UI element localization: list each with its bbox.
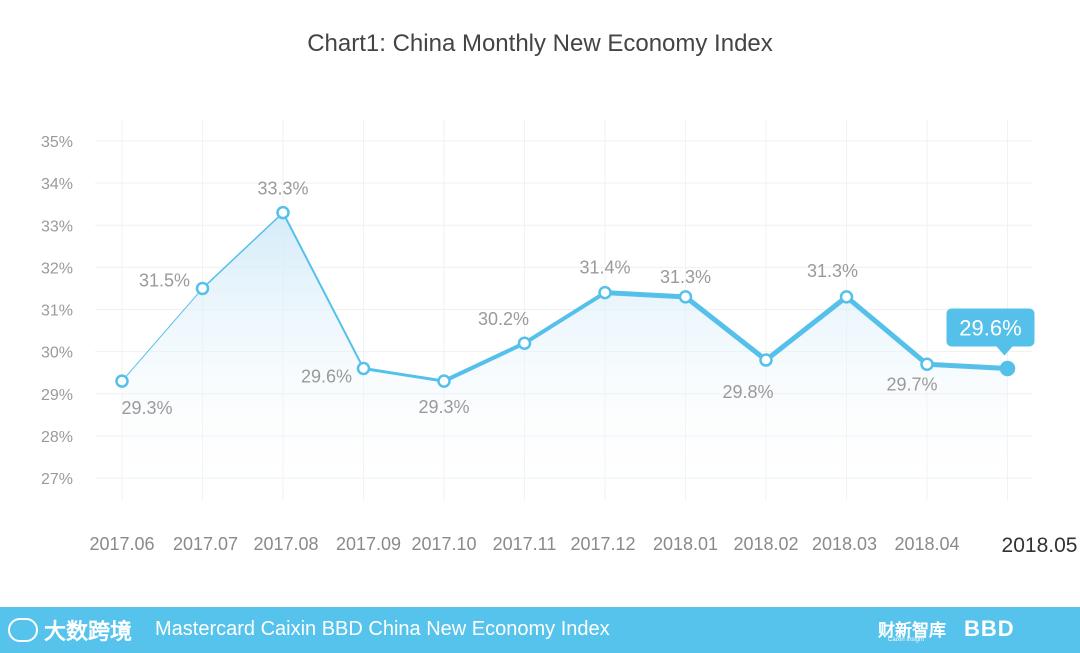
series-line bbox=[121, 211, 1010, 384]
latest-value-callout: 29.6% bbox=[946, 308, 1035, 356]
y-tick-label: 31% bbox=[41, 303, 73, 320]
data-label: 29.7% bbox=[886, 374, 937, 394]
x-tick-label: 2017.07 bbox=[173, 534, 238, 554]
data-point bbox=[999, 360, 1016, 377]
y-tick-label: 35% bbox=[41, 134, 73, 151]
y-tick-label: 33% bbox=[41, 218, 73, 235]
data-point bbox=[839, 290, 854, 304]
x-tick-label: 2018.03 bbox=[812, 534, 877, 554]
series-segment bbox=[683, 294, 769, 363]
x-tick-label: 2018.04 bbox=[894, 534, 959, 554]
data-label: 29.6% bbox=[301, 366, 352, 386]
data-label: 29.8% bbox=[722, 382, 773, 402]
series-segment bbox=[282, 211, 365, 370]
y-tick-label: 27% bbox=[41, 471, 73, 488]
footer-title: Mastercard Caixin BBD China New Economy … bbox=[155, 618, 610, 640]
x-tick-label: 2017.09 bbox=[336, 534, 401, 554]
data-point bbox=[115, 374, 129, 388]
data-label: 33.3% bbox=[257, 179, 308, 199]
bbd-logo: BBD bbox=[964, 616, 1015, 641]
x-tick-label: 2018.01 bbox=[653, 534, 718, 554]
data-point bbox=[920, 357, 934, 372]
series-segment bbox=[442, 341, 527, 384]
data-point bbox=[678, 290, 693, 304]
series-segment bbox=[844, 294, 930, 367]
y-tick-label: 32% bbox=[41, 260, 73, 277]
data-point bbox=[759, 353, 773, 367]
y-tick-label: 30% bbox=[41, 345, 73, 362]
chart-plot: 27% 28% 29% 30% 31% 32% 33% 34% 35% 29.3% 31.5% 33… bbox=[41, 120, 1077, 557]
data-label: 31.5% bbox=[139, 270, 190, 290]
data-label: 29.3% bbox=[121, 398, 172, 418]
callout-pointer bbox=[996, 346, 1013, 356]
x-axis: 2017.06 2017.07 2017.08 2017.09 2017.10 2017.… bbox=[89, 534, 1077, 557]
area-fill bbox=[122, 212, 1008, 501]
y-axis: 27% 28% 29% 30% 31% 32% 33% 34% 35% bbox=[41, 134, 73, 488]
data-point bbox=[195, 281, 210, 296]
data-labels: 29.3% 31.5% 33.3% 29.6% 29.3% 30.2% 31.4% 31.3%… bbox=[121, 179, 937, 418]
callout-value: 29.6% bbox=[959, 315, 1021, 340]
brand-logo-text: 大数跨境 bbox=[44, 619, 133, 644]
series-segment bbox=[362, 366, 446, 383]
series-segment bbox=[763, 294, 849, 363]
x-tick-label: 2018.05 bbox=[1002, 534, 1078, 557]
series-segment bbox=[201, 211, 284, 290]
x-tick-label: 2017.12 bbox=[570, 534, 635, 554]
x-tick-label: 2018.02 bbox=[733, 534, 798, 554]
y-tick-label: 29% bbox=[41, 387, 73, 404]
footer-bar: 大数跨境 Mastercard Caixin BBD China New Eco… bbox=[0, 607, 1080, 653]
brand-logo: 大数跨境 bbox=[8, 615, 132, 645]
area-fill-path bbox=[122, 212, 1008, 501]
data-point bbox=[356, 361, 371, 376]
chart-title: Chart1: China Monthly New Economy Index bbox=[307, 30, 773, 57]
series-segment bbox=[121, 287, 203, 382]
x-tick-label: 2017.06 bbox=[89, 534, 154, 554]
data-point bbox=[276, 205, 290, 220]
x-tick-label: 2017.11 bbox=[493, 534, 557, 554]
data-label: 31.3% bbox=[807, 261, 858, 281]
series-segment bbox=[522, 290, 607, 346]
data-label: 31.3% bbox=[660, 267, 711, 287]
data-label: 31.4% bbox=[579, 258, 630, 278]
series-segment bbox=[602, 290, 688, 300]
caixin-logo-sub: Caixin Insight bbox=[888, 637, 925, 643]
data-label: 30.2% bbox=[478, 309, 529, 329]
x-tick-label: 2017.10 bbox=[411, 534, 476, 554]
x-tick-label: 2017.08 bbox=[253, 534, 318, 554]
y-tick-label: 28% bbox=[41, 429, 73, 446]
data-point bbox=[517, 336, 532, 350]
series-segment bbox=[924, 361, 1010, 371]
data-label: 29.3% bbox=[418, 397, 469, 417]
data-points bbox=[115, 205, 1016, 388]
callout-box bbox=[946, 308, 1035, 347]
brand-mark-icon bbox=[8, 618, 38, 642]
data-point bbox=[598, 285, 612, 300]
data-point bbox=[437, 374, 451, 388]
caixin-logo: 财新智库 bbox=[878, 621, 946, 640]
y-tick-label: 34% bbox=[41, 176, 73, 193]
